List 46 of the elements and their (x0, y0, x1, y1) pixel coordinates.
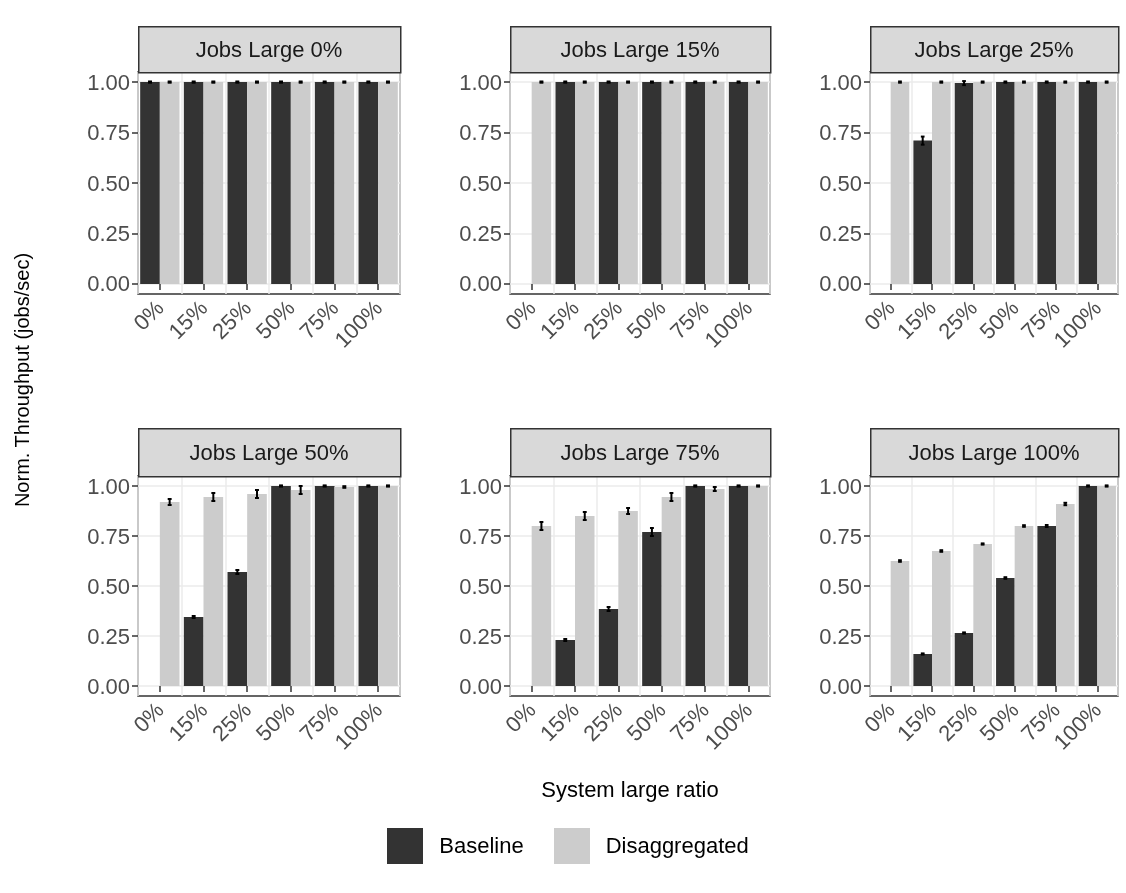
y-tick-label: 1.00 (87, 69, 130, 95)
chart-title: Jobs Large 50% (189, 439, 349, 465)
y-tick-label: 0.75 (459, 523, 502, 549)
x-tick-label: 50% (621, 697, 671, 746)
y-tick-label: 0.25 (819, 220, 862, 246)
y-tick-label: 0.75 (819, 120, 862, 146)
y-tick-label: 1.00 (87, 473, 130, 499)
y-tick-label: 0.50 (459, 573, 502, 599)
x-tick-label: 50% (250, 697, 300, 746)
y-tick-label: 0.75 (87, 523, 130, 549)
y-tick-label: 0.00 (819, 673, 862, 699)
chart-title: Jobs Large 15% (560, 36, 720, 62)
x-axis-title: System large ratio (541, 777, 719, 803)
y-tick-label: 0.00 (819, 271, 862, 297)
y-tick-label: 0.75 (87, 120, 130, 146)
y-tick-label: 0.50 (819, 170, 862, 196)
y-tick-label: 0.50 (87, 170, 130, 196)
x-tick-label: 0% (859, 697, 900, 738)
y-tick-label: 0.25 (87, 623, 130, 649)
chart-title: Jobs Large 0% (195, 36, 343, 62)
y-tick-label: 0.50 (459, 170, 502, 196)
y-tick-label: 0.00 (459, 673, 502, 699)
chart-title: Jobs Large 100% (908, 439, 1080, 465)
y-tick-label: 1.00 (819, 473, 862, 499)
y-axis-title: Norm. Throughput (jobs/sec) (10, 252, 34, 508)
y-tick-label: 0.25 (459, 220, 502, 246)
y-tick-label: 0.00 (87, 271, 130, 297)
chart-title: Jobs Large 25% (914, 36, 1074, 62)
legend-label: Baseline (439, 833, 524, 859)
y-tick-label: 0.50 (819, 573, 862, 599)
y-tick-label: 1.00 (819, 69, 862, 95)
y-tick-label: 0.50 (87, 573, 130, 599)
y-tick-label: 1.00 (459, 473, 502, 499)
x-tick-label: 50% (621, 295, 671, 344)
chart-title: Jobs Large 75% (560, 439, 720, 465)
y-tick-label: 0.25 (459, 623, 502, 649)
y-tick-label: 1.00 (459, 69, 502, 95)
x-tick-label: 0% (859, 295, 900, 336)
y-tick-label: 0.00 (87, 673, 130, 699)
y-tick-label: 0.75 (459, 120, 502, 146)
x-tick-label: 50% (250, 295, 300, 344)
y-tick-label: 0.25 (87, 220, 130, 246)
legend-label: Disaggregated (605, 833, 749, 859)
y-tick-label: 0.25 (819, 623, 862, 649)
y-tick-label: 0.00 (459, 271, 502, 297)
y-tick-label: 0.75 (819, 523, 862, 549)
